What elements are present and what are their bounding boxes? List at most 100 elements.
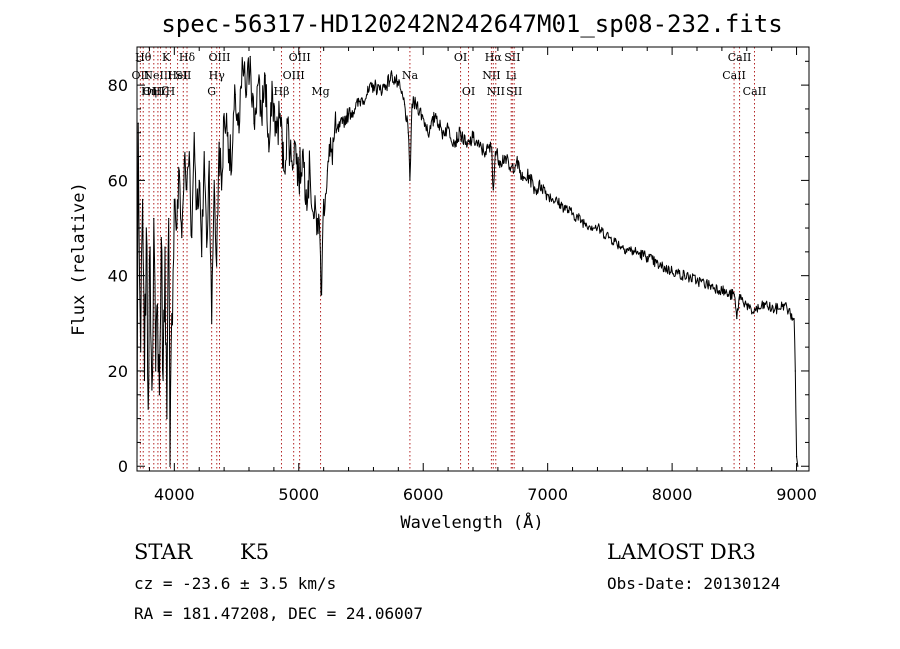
marker-label-23: NII (487, 85, 505, 98)
data-point-62 (301, 151, 304, 153)
data-point-83 (403, 103, 406, 105)
data-point-74 (347, 113, 350, 115)
data-point-31 (198, 179, 200, 181)
marker-label-25: SII (504, 51, 520, 64)
redshift-value: cz = -23.6 ± 3.5 km/s (134, 574, 337, 593)
data-point-118 (646, 256, 648, 258)
marker-label-1: Hθ (135, 51, 152, 64)
data-point-106 (522, 179, 524, 181)
data-point-141 (795, 456, 798, 458)
data-point-49 (253, 122, 255, 124)
marker-label-9: SII (175, 69, 191, 82)
data-point-77 (366, 94, 368, 96)
data-point-8 (149, 246, 151, 248)
marker-label-21: NII (482, 69, 500, 82)
data-point-68 (320, 294, 323, 296)
data-point-3 (140, 351, 142, 353)
data-point-12 (156, 303, 159, 305)
data-point-11 (155, 370, 157, 372)
marker-label-28: CaII (728, 51, 752, 64)
data-point-24 (181, 236, 183, 239)
data-point-23 (178, 170, 180, 172)
x-tick-label-5: 9000 (776, 485, 817, 504)
y-tick-label-3: 60 (108, 171, 128, 190)
data-point-84 (407, 132, 409, 134)
data-point-123 (708, 284, 711, 286)
x-tick-label-3: 7000 (527, 485, 568, 504)
data-point-26 (186, 189, 188, 191)
data-point-105 (515, 160, 518, 162)
marker-label-20: OI (462, 85, 475, 98)
data-point-109 (540, 184, 543, 186)
marker-label-5: Hζ (153, 85, 169, 98)
marker-label-3: OIII (143, 85, 165, 98)
x-axis-label: Wavelength (Å) (400, 511, 543, 533)
data-point-108 (534, 189, 536, 191)
x-tick-label-0: 4000 (154, 485, 195, 504)
data-point-94 (459, 132, 462, 134)
data-point-71 (330, 151, 332, 153)
marker-label-7: H (166, 85, 176, 98)
spectral-subclass: K5 (240, 540, 270, 564)
spectrum-series (136, 55, 799, 467)
data-point-115 (609, 236, 611, 239)
data-point-88 (422, 117, 424, 120)
marker-label-10: Hδ (179, 51, 196, 64)
marker-label-19: OI (454, 51, 467, 64)
data-point-87 (416, 103, 418, 105)
data-point-129 (741, 298, 743, 301)
data-point-21 (173, 198, 175, 201)
data-point-98 (484, 151, 487, 153)
data-point-45 (238, 132, 240, 134)
data-point-138 (789, 313, 791, 315)
y-tick-label-0: 0 (118, 457, 128, 476)
data-point-93 (453, 141, 455, 143)
data-point-6 (145, 227, 147, 229)
marker-label-0: OII (132, 69, 150, 82)
data-point-86 (411, 103, 413, 105)
data-point-61 (298, 179, 300, 181)
data-point-140 (794, 370, 796, 372)
marker-label-26: SII (506, 85, 522, 98)
data-point-42 (227, 132, 229, 134)
data-point-112 (571, 213, 574, 215)
data-point-121 (683, 275, 686, 277)
data-point-114 (596, 227, 599, 229)
data-point-65 (313, 217, 315, 220)
survey-name: LAMOST DR3 (607, 540, 756, 564)
data-point-78 (372, 84, 375, 86)
y-tick-label-1: 20 (108, 362, 128, 381)
data-point-126 (733, 294, 735, 296)
data-point-95 (466, 146, 468, 148)
data-point-7 (147, 408, 149, 410)
data-point-53 (268, 151, 270, 153)
data-point-4 (142, 198, 144, 201)
marker-label-16: OIII (289, 51, 311, 64)
data-point-14 (160, 236, 162, 239)
data-point-46 (242, 65, 244, 67)
data-point-48 (249, 55, 251, 58)
observation-date: Obs-Date: 20130124 (607, 574, 781, 593)
marker-label-8: HeI (167, 69, 187, 82)
data-point-89 (428, 132, 431, 134)
sky-coordinates: RA = 181.47208, DEC = 24.06007 (134, 604, 423, 623)
data-point-64 (309, 170, 311, 172)
data-point-85 (409, 179, 411, 181)
data-point-103 (504, 155, 506, 158)
data-point-20 (171, 313, 173, 315)
data-point-9 (151, 389, 153, 391)
data-point-99 (491, 146, 493, 148)
data-point-135 (771, 308, 773, 310)
marker-label-18: Na (402, 69, 419, 82)
data-point-97 (478, 146, 480, 148)
data-point-139 (793, 317, 795, 320)
data-point-19 (169, 465, 171, 467)
data-point-124 (721, 289, 723, 291)
data-point-111 (559, 203, 561, 205)
data-point-28 (191, 236, 193, 239)
data-point-13 (158, 394, 160, 396)
line-markers: OIIHθHηOIIINeIIIHζKHHeISIIHδGHγOIIIHβOII… (132, 47, 766, 471)
data-point-41 (223, 113, 225, 115)
data-point-82 (397, 84, 399, 86)
